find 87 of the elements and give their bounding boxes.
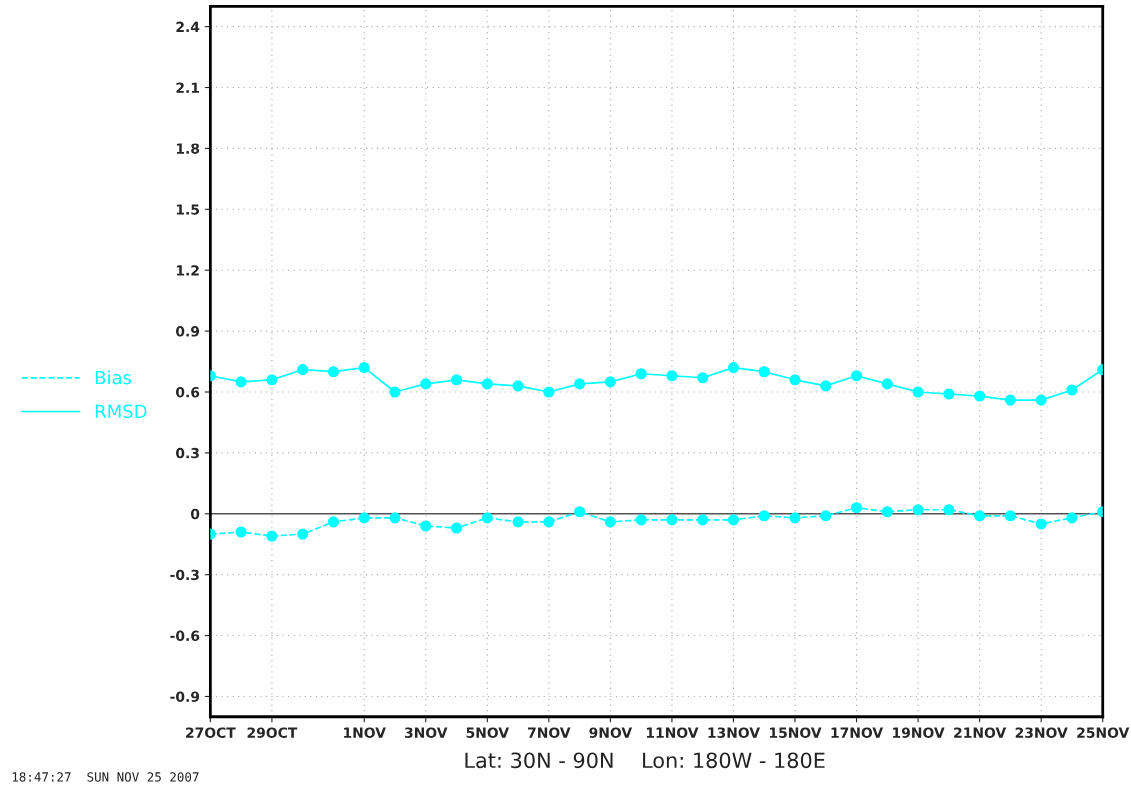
point	[881, 506, 893, 518]
point	[327, 366, 340, 378]
point	[666, 514, 678, 526]
x-tick-label: 11NOV	[646, 727, 699, 738]
y-tick-label: 1.5	[176, 204, 199, 215]
y-tick-label: 0.9	[176, 326, 200, 337]
point	[1066, 384, 1078, 396]
point	[974, 510, 986, 522]
point	[635, 368, 647, 380]
point	[851, 502, 863, 514]
x-tick-label: 15NOV	[770, 727, 822, 738]
point	[1035, 518, 1047, 530]
x-tick-label: 1NOV	[344, 727, 386, 738]
legend-label: RMSD	[95, 404, 147, 419]
point	[820, 510, 832, 522]
y-tick-label: -0.9	[170, 691, 200, 702]
point	[1066, 512, 1078, 524]
point	[943, 504, 955, 516]
point	[789, 512, 801, 524]
text: Lat: 30N - 90N Lon: 180W - 180E	[465, 752, 825, 769]
x-tick-label: 13NOV	[708, 727, 760, 738]
point	[297, 364, 309, 376]
point	[697, 372, 709, 384]
point	[820, 380, 832, 392]
point	[358, 512, 370, 524]
point	[389, 386, 401, 398]
point	[1004, 510, 1016, 522]
point	[481, 512, 493, 524]
point	[266, 530, 278, 542]
point	[327, 516, 340, 528]
point	[266, 374, 278, 386]
point	[851, 370, 863, 382]
point	[974, 390, 986, 402]
point	[912, 386, 924, 398]
y-tick-label: -0.6	[170, 630, 200, 642]
y-tick-label: 0.3	[176, 447, 199, 459]
point	[912, 504, 924, 516]
point	[666, 370, 678, 382]
point	[727, 362, 740, 374]
y-tick-label: 1.8	[176, 143, 200, 154]
x-tick-label: 21NOV	[954, 727, 1007, 738]
point	[420, 520, 432, 532]
x-tick-label: 25NOV	[1077, 727, 1130, 738]
point	[358, 362, 370, 374]
point	[297, 528, 309, 540]
point	[450, 374, 463, 386]
x-tick-label: 27OCT	[186, 727, 236, 738]
point	[758, 366, 770, 378]
x-tick-label: 5NOV	[466, 727, 509, 738]
x-tick-label: 17NOV	[831, 727, 884, 738]
x-tick-label: 29OCT	[247, 727, 298, 738]
text: 18:47:27 SUN NOV 25 2007	[12, 772, 199, 782]
point	[512, 380, 524, 392]
x-tick-label: 7NOV	[528, 727, 571, 738]
x-tick-label: 3NOV	[404, 727, 448, 738]
y-tick-label: 0	[190, 508, 200, 520]
y-tick-label: 1.2	[176, 265, 199, 276]
legend-label: Bias	[95, 370, 132, 385]
point	[697, 514, 709, 526]
y-tick-label: 2.4	[176, 21, 200, 32]
y-tick-label: 0.6	[176, 386, 200, 398]
y-tick-label: 2.1	[176, 82, 199, 93]
x-tick-label: 19NOV	[893, 727, 945, 738]
point	[1004, 394, 1016, 406]
point	[512, 516, 524, 528]
point	[881, 378, 893, 390]
point	[543, 386, 555, 398]
point	[450, 522, 463, 534]
point	[604, 516, 616, 528]
point	[420, 378, 432, 390]
x-tick-label: 9NOV	[589, 727, 633, 738]
point	[758, 510, 770, 522]
point	[235, 376, 247, 388]
point	[574, 506, 586, 518]
point	[635, 514, 647, 526]
point	[727, 514, 740, 526]
point	[943, 388, 955, 400]
point	[481, 378, 493, 390]
point	[543, 516, 555, 528]
point	[235, 526, 247, 538]
point	[1035, 394, 1047, 406]
x-tick-label: 23NOV	[1015, 727, 1068, 738]
point	[389, 512, 401, 524]
point	[604, 376, 616, 388]
point	[574, 378, 586, 390]
point	[789, 374, 801, 386]
y-tick-label: -0.3	[170, 569, 199, 581]
